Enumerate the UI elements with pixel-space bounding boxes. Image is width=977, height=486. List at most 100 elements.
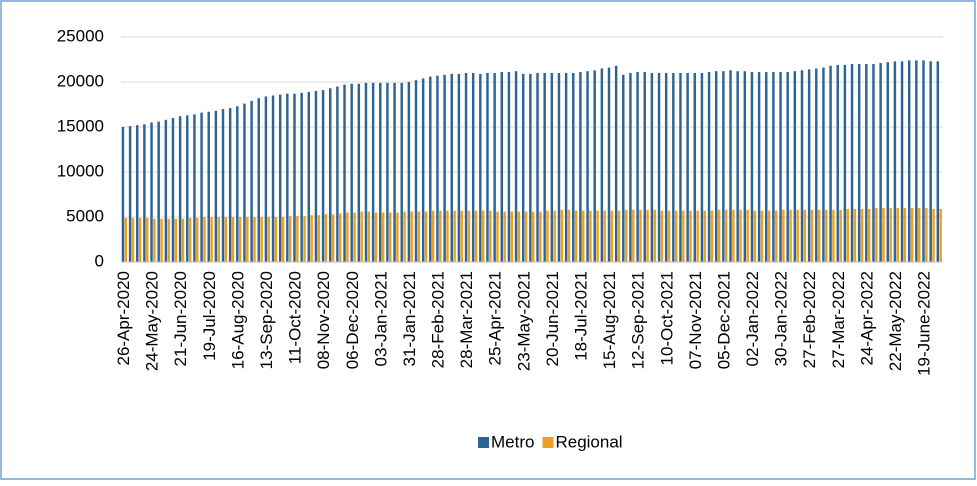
bar (782, 209, 785, 262)
y-tick-label: 0 (95, 251, 104, 270)
bar (903, 208, 907, 262)
x-tick-label: 30-Jan-2022 (772, 271, 791, 366)
bar (364, 82, 368, 263)
bar (331, 214, 335, 262)
bar (524, 211, 528, 262)
bar (643, 72, 646, 262)
bar (624, 209, 628, 262)
bar (371, 82, 375, 263)
bar (429, 76, 432, 262)
bar (660, 210, 664, 262)
bar (772, 72, 775, 262)
bar (138, 217, 142, 262)
bar (700, 73, 704, 262)
bar (157, 121, 160, 262)
bar (689, 210, 692, 262)
x-tick-label: 13-Sep-2020 (257, 271, 276, 369)
x-tick-label: 16-Aug-2020 (228, 271, 247, 369)
bar (417, 211, 421, 262)
bar (296, 216, 299, 262)
legend-label: Metro (491, 432, 534, 451)
bar (636, 72, 639, 262)
bar (917, 208, 921, 262)
bar (724, 209, 728, 262)
x-tick-label: 03-Jan-2021 (371, 271, 390, 366)
bar (589, 210, 592, 262)
x-tick-label: 25-Apr-2021 (486, 271, 505, 366)
bar (815, 68, 818, 262)
bar (882, 208, 885, 262)
bar (789, 209, 792, 262)
bar (210, 217, 213, 262)
bar (853, 208, 857, 262)
bar (639, 209, 642, 262)
bar (274, 217, 278, 262)
bar (143, 124, 146, 262)
bar (532, 211, 535, 262)
x-tick-label: 24-May-2020 (143, 271, 162, 371)
bar (567, 209, 571, 262)
bar (850, 64, 854, 262)
bar (839, 209, 842, 262)
bar (543, 73, 546, 262)
bar (353, 212, 356, 262)
bar (593, 70, 596, 262)
bar (264, 96, 268, 263)
bar (896, 208, 899, 262)
bar (703, 210, 707, 262)
bar (867, 208, 871, 262)
bar (936, 61, 940, 262)
bar (203, 217, 206, 262)
bar (843, 64, 847, 263)
x-tick-label: 21-Jun-2020 (171, 271, 190, 366)
bar (586, 71, 589, 262)
bar (743, 71, 747, 262)
bar (617, 210, 621, 262)
bar (521, 73, 525, 263)
bar (600, 68, 604, 262)
bar (932, 208, 935, 262)
x-tick-label: 12-Sep-2021 (629, 271, 648, 369)
bar (793, 71, 797, 262)
bar (510, 211, 514, 262)
x-tick-label: 28-Mar-2021 (457, 271, 476, 368)
bar (750, 72, 754, 262)
bar (221, 109, 225, 262)
bar (893, 61, 897, 262)
bar (722, 71, 725, 262)
bar (800, 70, 804, 262)
bar (374, 212, 378, 262)
bar (379, 82, 382, 263)
bar (300, 92, 303, 262)
bar (486, 73, 489, 262)
bar (572, 73, 575, 262)
bar (153, 218, 156, 262)
bar (360, 211, 363, 262)
bar (421, 78, 425, 263)
bar (836, 64, 839, 263)
bar (907, 60, 911, 263)
bar (607, 67, 611, 262)
bar (439, 210, 442, 262)
bar (178, 116, 182, 262)
bar (646, 209, 649, 262)
bar (407, 82, 411, 262)
bar (560, 209, 564, 262)
x-tick-label: 31-Jan-2021 (400, 271, 419, 366)
bar (710, 210, 714, 262)
bar (346, 212, 349, 262)
bar (729, 70, 732, 262)
bar (381, 212, 385, 262)
bar (329, 88, 332, 262)
x-tick-label: 19-June-2022 (915, 271, 934, 376)
bar (707, 72, 711, 262)
legend-label: Regional (555, 432, 622, 451)
x-tick-label: 24-Apr-2022 (857, 271, 876, 366)
bar (367, 211, 371, 262)
bar (825, 209, 828, 262)
bar (278, 94, 282, 262)
bar (479, 73, 482, 263)
bar (246, 217, 249, 262)
y-tick-label: 20000 (57, 71, 104, 90)
bar (822, 67, 825, 262)
